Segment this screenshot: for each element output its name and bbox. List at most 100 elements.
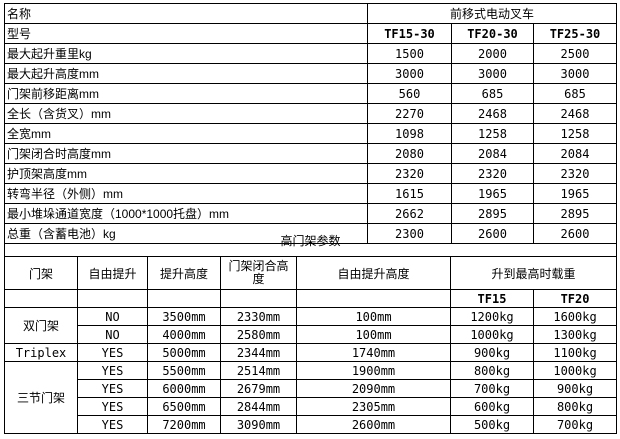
mast-value: 900kg [532,379,618,398]
spec-value: 3000 [451,63,534,84]
spec-row: 全长（含货叉）mm 2270 2468 2468 [4,103,617,124]
mast-value: 2600mm [296,415,451,434]
mast-value: 500kg [450,415,534,434]
spec-value: 2895 [451,203,534,224]
spec-label: 全宽mm [4,123,368,144]
spec-label: 转弯半径（外侧）mm [4,183,368,204]
spec-value: 2084 [451,143,534,164]
mast-value: 1000kg [532,361,618,380]
mast-table: 高门架参数 门架 自由提升 提升高度 门架闭合高度 自由提升高度 升到最高时载重… [3,223,618,434]
spec-label: 护顶架高度mm [4,163,368,184]
mast-value: 1200kg [450,307,534,326]
spec-value: 2320 [451,163,534,184]
mast-value: 5500mm [147,361,221,380]
mast-value: 3090mm [220,415,297,434]
spec-row: 最大起升重里kg 1500 2000 2500 [4,43,617,64]
spec-value: 685 [451,83,534,104]
spec-value: 560 [367,83,452,104]
spec-label: 门架闭合时高度mm [4,143,368,164]
mast-value: 700kg [532,415,618,434]
mast-row: YES 6000mm 2679mm 2090mm 700kg 900kg [5,379,618,398]
spec-label: 最大起升高度mm [4,63,368,84]
mast-value: YES [77,415,148,434]
mast-value: 4000mm [147,325,221,344]
mast-value: 800kg [450,361,534,380]
header-cell: 门架闭合高度 [220,256,297,290]
mast-row: 双门架 NO 3500mm 2330mm 100mm 1200kg 1600kg [4,307,618,344]
mast-value: YES [77,361,148,380]
mast-value: YES [77,397,148,416]
spec-value: 1965 [451,183,534,204]
mast-value: 1300kg [532,325,618,344]
mast-row: YES 6500mm 2844mm 2305mm 600kg 800kg [5,397,618,416]
mast-value: 5000mm [147,343,221,362]
model-cell: TF15-30 [367,23,452,44]
sub-header-cell: TF20 [532,289,618,308]
mast-value: 1740mm [296,343,451,362]
spec-value: 1615 [367,183,452,204]
spec-value: 1258 [451,123,534,144]
mast-value: YES [77,379,148,398]
spec-value: 2270 [367,103,452,124]
mast-value: 6000mm [147,379,221,398]
mast-value: 800kg [532,397,618,416]
header-cell: 门架 [4,256,78,290]
model-cell: TF25-30 [533,23,617,44]
mast-row: YES 7200mm 3090mm 2600mm 500kg 700kg [5,415,618,434]
spec-value: 2662 [367,203,452,224]
spec-value: 1098 [367,123,452,144]
mast-value: 1600kg [532,307,618,326]
header-cell: 自由提升 [77,256,148,290]
spec-row: 最小堆垛通道宽度（1000*1000托盘）mm 2662 2895 2895 [4,203,617,224]
spec-value: 2320 [367,163,452,184]
mast-value: 100mm [296,325,451,344]
spec-value: 2500 [533,43,617,64]
sub-header-cell: TF15 [450,289,534,308]
mast-row: 三节门架 YES 5500mm 2514mm 1900mm 800kg 1000kg [4,361,618,434]
spec-value: 1258 [533,123,617,144]
spec-label: 门架前移距离mm [4,83,368,104]
mast-row: Triplex YES 5000mm 2344mm 1740mm 900kg 1100kg [4,343,618,362]
header-cell: 自由提升高度 [296,256,451,290]
mast-group: 双门架 [4,307,78,344]
spec-value: 2895 [533,203,617,224]
mast-value: 2580mm [220,325,297,344]
spec-value: 2084 [533,143,617,164]
spec-value: 2080 [367,143,452,164]
spec-value: 2468 [533,103,617,124]
product-type: 前移式电动叉车 [367,3,617,24]
mast-value: 2305mm [296,397,451,416]
mast-value: 1100kg [532,343,618,362]
mast-value: 900kg [450,343,534,362]
model-row: 型号 TF15-30 TF20-30 TF25-30 [4,23,617,44]
mast-value: 6500mm [147,397,221,416]
spec-row: 门架前移距离mm 560 685 685 [4,83,617,104]
model-label: 型号 [4,23,368,44]
mast-value: 3500mm [147,307,221,326]
mast-group: 三节门架 [4,361,78,434]
mast-value: 600kg [450,397,534,416]
spec-value: 2468 [451,103,534,124]
mast-value: 7200mm [147,415,221,434]
model-cell: TF20-30 [451,23,534,44]
mast-title: 高门架参数 [3,223,618,257]
spec-label: 最大起升重里kg [4,43,368,64]
mast-value: 1900mm [296,361,451,380]
spec-value: 2000 [451,43,534,64]
spec-value: 3000 [367,63,452,84]
spec-row: 转弯半径（外侧）mm 1615 1965 1965 [4,183,617,204]
spec-row: 护顶架高度mm 2320 2320 2320 [4,163,617,184]
mast-value: 1000kg [450,325,534,344]
mast-value: 2344mm [220,343,297,362]
spec-row: 最大起升高度mm 3000 3000 3000 [4,63,617,84]
mast-value: NO [77,307,148,326]
spec-label: 最小堆垛通道宽度（1000*1000托盘）mm [4,203,368,224]
spec-value: 3000 [533,63,617,84]
mast-value: 2844mm [220,397,297,416]
spec-table: 名称 前移式电动叉车 型号 TF15-30 TF20-30 TF25-30 最大… [4,3,617,244]
header-cell: 升到最高时载重 [449,256,618,290]
spec-value: 685 [533,83,617,104]
mast-value: 2330mm [220,307,297,326]
mast-group: Triplex [4,343,78,362]
mast-value: 100mm [296,307,451,326]
